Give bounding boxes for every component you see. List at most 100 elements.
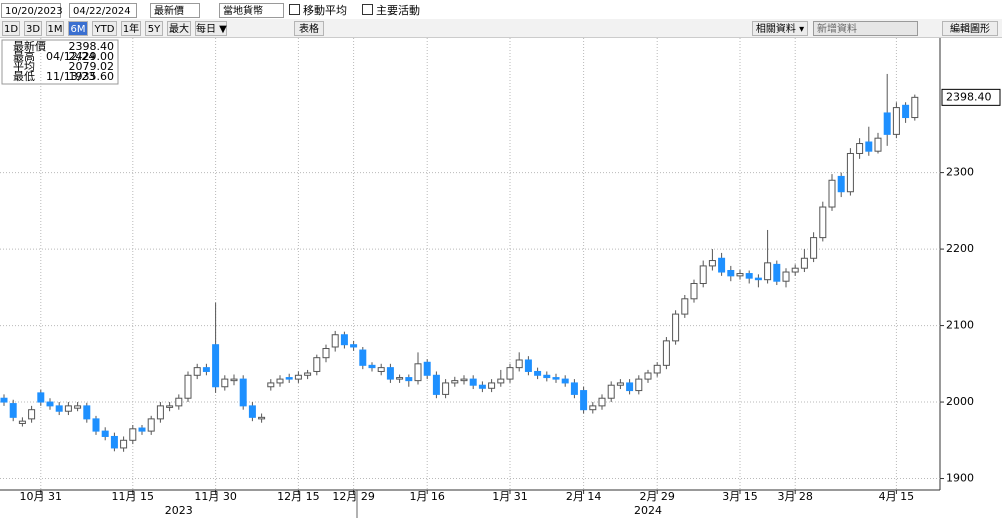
stat-value: 1935.60	[69, 70, 115, 83]
candle-body	[175, 397, 183, 407]
candle-body	[74, 405, 82, 409]
candle-body	[423, 361, 431, 376]
last-price-label: 2398.40	[946, 90, 992, 103]
start-date[interactable]: 10/20/2023	[1, 3, 63, 18]
candle-body	[773, 263, 781, 282]
candle-body	[782, 271, 790, 282]
candle-body	[883, 112, 891, 135]
stat-name: 最低	[13, 70, 35, 83]
year-label: 2023	[165, 504, 193, 517]
last-price-box	[941, 88, 1001, 106]
x-tick-label: 12月 15	[277, 490, 320, 503]
candle-body	[147, 418, 155, 432]
end-date[interactable]: 04/22/2024	[69, 3, 137, 18]
edit-button[interactable]: 編輯圖形	[942, 21, 998, 36]
y-tick-label: 2300	[946, 166, 974, 179]
candle-body	[202, 367, 210, 372]
candle-body	[653, 364, 661, 374]
candle-body	[708, 260, 716, 267]
candle-body	[718, 257, 726, 273]
candle-body	[432, 374, 440, 395]
candle-body	[534, 370, 542, 376]
range-button[interactable]: 1M	[46, 21, 64, 36]
option-checkbox[interactable]: 移動平均	[289, 3, 347, 18]
x-tick-label: 2月 29	[639, 490, 675, 503]
range-button[interactable]: 1D	[2, 21, 20, 36]
y-tick-label: 2200	[946, 242, 974, 255]
x-tick-label: 10月 31	[20, 490, 63, 503]
candle-body	[221, 378, 229, 388]
candle-body	[506, 367, 514, 380]
candle-body	[828, 179, 836, 208]
candle-body	[285, 377, 293, 380]
currency-select[interactable]: 當地貨幣	[219, 3, 284, 18]
x-tick-label: 3月 15	[722, 490, 758, 503]
candle-body	[515, 359, 523, 369]
add-data[interactable]: 新增資料	[813, 21, 918, 36]
candle-body	[9, 403, 17, 418]
candle-body	[193, 367, 201, 376]
candle-body	[846, 152, 854, 193]
candle-body	[258, 416, 266, 420]
candle-body	[414, 363, 422, 382]
candle-body	[800, 257, 808, 269]
related-button[interactable]: 相關資料 ▾	[752, 21, 808, 36]
candle-body	[580, 390, 588, 411]
frequency-select[interactable]: 每日 ▼	[195, 21, 227, 36]
range-button[interactable]: 3D	[24, 21, 42, 36]
candle-body	[810, 237, 818, 259]
option-checkbox[interactable]: 主要活動	[362, 3, 420, 18]
candle-body	[294, 374, 302, 380]
candle-body	[64, 405, 72, 412]
range-button[interactable]: YTD	[92, 21, 117, 36]
candle-body	[331, 334, 339, 348]
candle-body	[304, 372, 312, 376]
range-button[interactable]: 最大	[167, 21, 191, 36]
candle-body	[745, 273, 753, 279]
stats-box	[1, 39, 119, 85]
candle-body	[230, 378, 238, 382]
candle-body	[386, 367, 394, 380]
range-button[interactable]: 1年	[121, 21, 141, 36]
toolbar	[0, 19, 1002, 38]
candle-body	[212, 344, 220, 388]
candle-body	[911, 96, 919, 119]
candle-body	[892, 107, 900, 135]
candle-body	[607, 384, 615, 399]
candle-body	[524, 359, 532, 372]
stat-value: 2079.02	[69, 60, 115, 73]
candle-body	[635, 378, 643, 392]
table-button[interactable]: 表格	[294, 21, 324, 36]
candle-body	[874, 137, 882, 152]
candle-body	[460, 378, 468, 382]
x-tick-label: 1月 16	[409, 490, 445, 503]
candle-body	[396, 377, 404, 380]
y-tick-label: 1900	[946, 472, 974, 485]
candle-body	[138, 427, 146, 432]
candle-body	[543, 374, 551, 379]
candle-body	[589, 405, 597, 411]
candle-body	[368, 364, 376, 369]
field-select[interactable]: 最新價	[150, 3, 200, 18]
candle-body	[791, 267, 799, 273]
candle-body	[359, 349, 367, 366]
range-button[interactable]: 6M	[68, 21, 88, 36]
candle-body	[699, 265, 707, 285]
range-button[interactable]: 5Y	[145, 21, 163, 36]
candle-body	[856, 143, 864, 154]
x-tick-label: 2月 14	[566, 490, 602, 503]
candle-body	[322, 348, 330, 359]
candle-body	[690, 283, 698, 300]
stat-name: 最新價	[13, 39, 46, 53]
candle-body	[239, 378, 247, 407]
candle-body	[662, 340, 670, 366]
candle-body	[350, 344, 358, 348]
x-tick-label: 12月 29	[332, 490, 375, 503]
candle-body	[681, 298, 689, 315]
stat-name: 平均	[13, 60, 35, 73]
candle-body	[313, 357, 321, 372]
candle-body	[902, 104, 910, 119]
x-tick-label: 1月 31	[492, 490, 528, 503]
candle-body	[101, 430, 109, 437]
candle-body	[478, 384, 486, 389]
